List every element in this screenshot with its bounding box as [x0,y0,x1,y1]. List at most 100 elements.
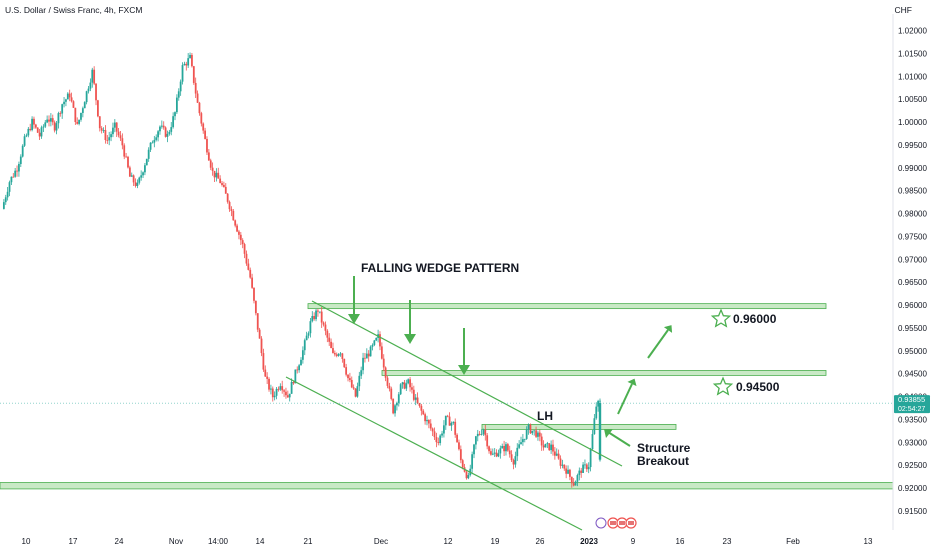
candle-body [365,353,368,359]
candle-body [401,382,404,385]
candle-body [576,475,579,482]
candle-body [125,156,128,158]
candle-body [426,419,428,422]
candle-body [431,428,434,432]
price-tag: 0.93855 02:54:27 [0,395,930,414]
candle-body [147,149,150,159]
candle-body [382,358,385,368]
candle-body [598,402,602,460]
candle-body [506,444,509,451]
candle-body [433,431,436,438]
candle-body [550,444,553,451]
candle-body [25,135,28,137]
arrow-down-1-head [348,314,360,324]
candle-body [33,118,35,125]
candle-body [478,433,481,435]
candle-body [589,449,592,468]
candle-body [72,101,75,108]
candle-body [290,382,293,394]
candle-body [245,253,248,264]
candle-body [578,470,581,476]
candle-body [593,418,596,435]
candle-body [424,414,427,422]
candle-body [215,172,218,178]
breakout-label-1: Structure [637,441,691,455]
annotation-labels: FALLING WEDGE PATTERN LH StructureBreakout… [361,261,780,529]
candle-body [87,88,90,92]
candle-body [585,464,588,470]
candle-body [204,130,206,139]
candle-body [313,316,316,320]
candle-body [495,452,498,457]
candle-body [508,450,511,455]
candle-body [266,376,269,379]
candle-body [81,108,84,113]
candle-body [557,453,560,459]
arrow-down-3-head [458,365,470,375]
x-tick-label: 17 [69,537,78,546]
candle-body [337,354,340,356]
falling-wedge-lines [285,300,623,531]
candle-body [317,310,319,312]
candle-body [315,310,317,320]
candle-body [2,202,5,209]
y-tick-label: 0.98500 [898,187,927,196]
candle-body [59,113,62,114]
candle-body [537,432,539,437]
candle-body [14,170,17,177]
candle-body [23,136,26,146]
candle-body [211,167,214,171]
candle-body [19,156,22,165]
candle-body [166,133,169,137]
candle-body [51,118,54,123]
candle-body [347,374,349,379]
candle-body [66,93,69,100]
candle-body [452,421,455,424]
candle-body [61,104,64,114]
candle-body [198,102,201,114]
x-tick-label: 26 [536,537,545,546]
candle-body [234,220,237,226]
candle-body [456,434,458,443]
candle-body [561,464,564,466]
lightning-icon [595,517,607,529]
candle-body [144,165,146,173]
candle-body [213,170,216,178]
candle-body [341,353,344,359]
candle-body [270,388,272,390]
candle-body [6,191,9,198]
y-tick-label: 0.95000 [898,347,927,356]
candle-body [582,464,584,473]
candle-body [49,118,52,122]
candle-body [326,330,329,338]
lh-label: LH [537,409,553,423]
candle-body [68,93,71,98]
candle-body [552,444,554,452]
x-tick-label: 23 [723,537,732,546]
candle-body [444,415,447,426]
y-tick-label: 0.97000 [898,255,927,264]
candle-body [18,164,20,172]
candle-body [356,386,359,397]
candle-body [567,469,569,474]
candle-body [4,197,7,203]
candle-body [559,458,562,466]
candle-body [416,397,419,404]
currency-label: CHF [894,5,912,15]
chart-title: U.S. Dollar / Swiss Franc, 4h, FXCM [5,5,143,15]
candle-body [238,231,240,235]
flag-icon-fill [628,521,634,525]
candle-body [254,300,257,314]
candle-body [194,82,197,94]
price-tag-box [894,395,930,414]
candle-body [196,93,199,103]
candle-body [439,435,442,444]
candle-body [482,429,485,435]
x-tick-label: 12 [444,537,453,546]
candle-body [414,397,417,400]
candle-body [179,81,182,92]
flag-icon-fill [610,521,616,525]
candle-body [484,429,487,436]
candle-body [499,448,502,454]
